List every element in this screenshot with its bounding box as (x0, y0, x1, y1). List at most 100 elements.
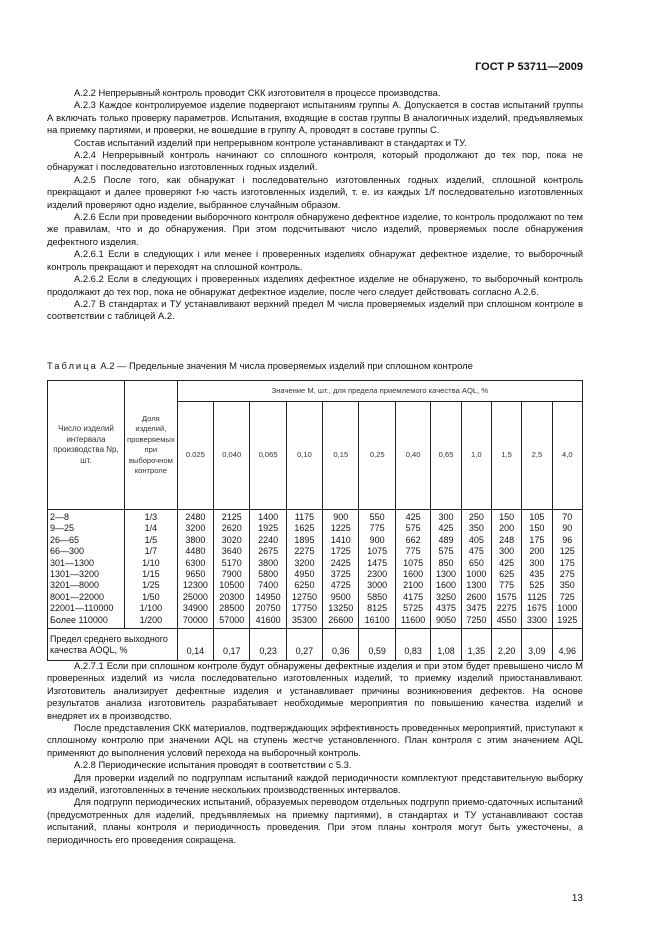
value-cell: 70000 (176, 614, 215, 629)
text-block-bottom: А.2.7.1 Если при сплошном контроле будут… (47, 660, 583, 846)
value-cell: 350 (551, 580, 584, 592)
value-cell: 1895 (285, 534, 324, 547)
value-cell: 300 (490, 546, 523, 558)
value-cell: 9500 (322, 591, 360, 604)
value-cell: 1475 (358, 557, 396, 570)
value-cell: 7400 (249, 580, 287, 592)
paragraph: А.2.3 Каждое контролируемое изделие подв… (47, 99, 583, 136)
value-cell: 125 (551, 546, 584, 558)
caption-text: А.2 — Предельные значения М числа провер… (97, 360, 473, 371)
page-number: 13 (571, 893, 583, 904)
value-cell: 6300 (176, 557, 215, 570)
aoql-cell: 0,83 (394, 628, 432, 662)
range-cell: 66—300 (47, 546, 125, 558)
range-cell: 22001—110000 (47, 603, 125, 615)
paragraph: После представления СКК материалов, подт… (47, 722, 583, 758)
value-cell: 35300 (285, 614, 324, 629)
value-cell: 1575 (490, 591, 523, 604)
value-cell: 3475 (460, 603, 492, 615)
value-cell: 3200 (285, 557, 324, 570)
value-cell: 1225 (322, 523, 360, 535)
paragraph: А.2.4 Непрерывный контроль начинают со с… (47, 149, 583, 173)
value-cell: 900 (322, 509, 360, 524)
table-row: 301—1300 1/10 6300 5170 3800 3200 2425 1475 1075… (47, 557, 584, 570)
fraction-cell: 1/4 (124, 523, 178, 535)
value-cell: 96 (551, 534, 584, 547)
value-cell: 2675 (249, 546, 287, 558)
range-cell: 3201—8000 (47, 580, 125, 592)
aoql-cell: 0,23 (249, 628, 287, 662)
value-cell: 20300 (213, 591, 251, 604)
aql-header: 0,25 (358, 401, 396, 510)
range-cell: 301—1300 (47, 557, 125, 570)
paragraph: Для проверки изделий по подгруппам испыт… (47, 771, 583, 796)
paragraph: А.2.2 Непрерывный контроль проводит СКК … (74, 87, 441, 98)
value-cell: 12300 (176, 580, 215, 592)
value-cell: 662 (394, 534, 432, 547)
value-cell: 1625 (285, 523, 324, 535)
table-row: 1301—3200 1/15 9650 7900 5800 4950 3725 2300 160… (47, 569, 584, 581)
aoql-cell: 0,59 (358, 628, 396, 662)
value-cell: 2275 (285, 546, 324, 558)
paragraph: Состав испытаний изделий при непрерывном… (74, 136, 467, 148)
value-cell: 775 (394, 546, 432, 558)
paragraph: А.2.7 В стандартах и ТУ устанавливают ве… (47, 297, 583, 322)
table-row: 3201—8000 1/25 12300 10500 7400 6250 4725 3000 2… (47, 580, 584, 592)
value-cell: 16100 (358, 614, 396, 629)
value-cell: 4725 (322, 580, 360, 592)
table-row: Более 110000 1/200 70000 57000 41600 35300 266… (47, 614, 584, 629)
value-cell: 2125 (213, 509, 251, 524)
aql-header: 0,65 (430, 401, 462, 510)
range-cell: 8001—22000 (47, 591, 125, 604)
value-cell: 1075 (358, 546, 396, 558)
value-cell: 900 (358, 534, 396, 547)
fraction-cell: 1/3 (124, 509, 178, 524)
value-cell: 200 (490, 523, 523, 535)
aoql-cell: 3,09 (521, 628, 553, 662)
value-cell: 275 (551, 569, 584, 581)
value-cell: 1075 (394, 557, 432, 570)
value-cell: 200 (521, 546, 553, 558)
value-cell: 57000 (213, 614, 251, 629)
value-cell: 28500 (213, 603, 251, 615)
aoql-cell: 1,35 (460, 628, 492, 662)
table-row: 26—65 1/5 3800 3020 2240 1895 1410 900 662 489 405… (47, 534, 584, 547)
aql-header: 0,10 (285, 401, 324, 510)
range-cell: 26—65 (47, 534, 125, 547)
value-cell: 25000 (176, 591, 215, 604)
paragraph: А.2.7.1 Если при сплошном контроле будут… (47, 660, 583, 721)
value-cell: 2300 (358, 569, 396, 581)
table-row: 22001—110000 1/100 34900 28500 20750 17750 132… (47, 603, 584, 615)
paragraph: А.2.8 Периодические испытания проводят в… (74, 759, 352, 771)
aql-header: 0,40 (394, 401, 432, 510)
value-cell: 575 (430, 546, 462, 558)
fraction-cell: 1/50 (124, 591, 178, 604)
value-cell: 725 (551, 591, 584, 604)
table-row: 8001—22000 1/50 25000 20300 14950 12750 9500 58… (47, 591, 584, 604)
value-cell: 26600 (322, 614, 360, 629)
fraction-cell: 1/200 (124, 614, 178, 629)
value-cell: 1300 (460, 580, 492, 592)
value-cell: 17750 (285, 603, 324, 615)
aql-header: 0.025 (176, 401, 215, 510)
value-cell: 405 (460, 534, 492, 547)
value-cell: 150 (521, 523, 553, 535)
table-row: 66—300 1/7 4480 3640 2675 2275 1725 1075 775 575 4… (47, 546, 584, 558)
value-cell: 1725 (322, 546, 360, 558)
value-cell: 10500 (213, 580, 251, 592)
value-cell: 1000 (551, 603, 584, 615)
value-cell: 1000 (460, 569, 492, 581)
aql-header: 0,065 (249, 401, 287, 510)
value-cell: 5850 (358, 591, 396, 604)
value-cell: 6250 (285, 580, 324, 592)
aql-header: 1,5 (490, 401, 523, 510)
value-cell: 2480 (176, 509, 215, 524)
value-cell: 850 (430, 557, 462, 570)
aql-header: 0,040 (213, 401, 251, 510)
value-cell: 1400 (249, 509, 287, 524)
value-cell: 350 (460, 523, 492, 535)
fraction-cell: 1/25 (124, 580, 178, 592)
value-cell: 7250 (460, 614, 492, 629)
value-cell: 435 (521, 569, 553, 581)
value-cell: 4550 (490, 614, 523, 629)
